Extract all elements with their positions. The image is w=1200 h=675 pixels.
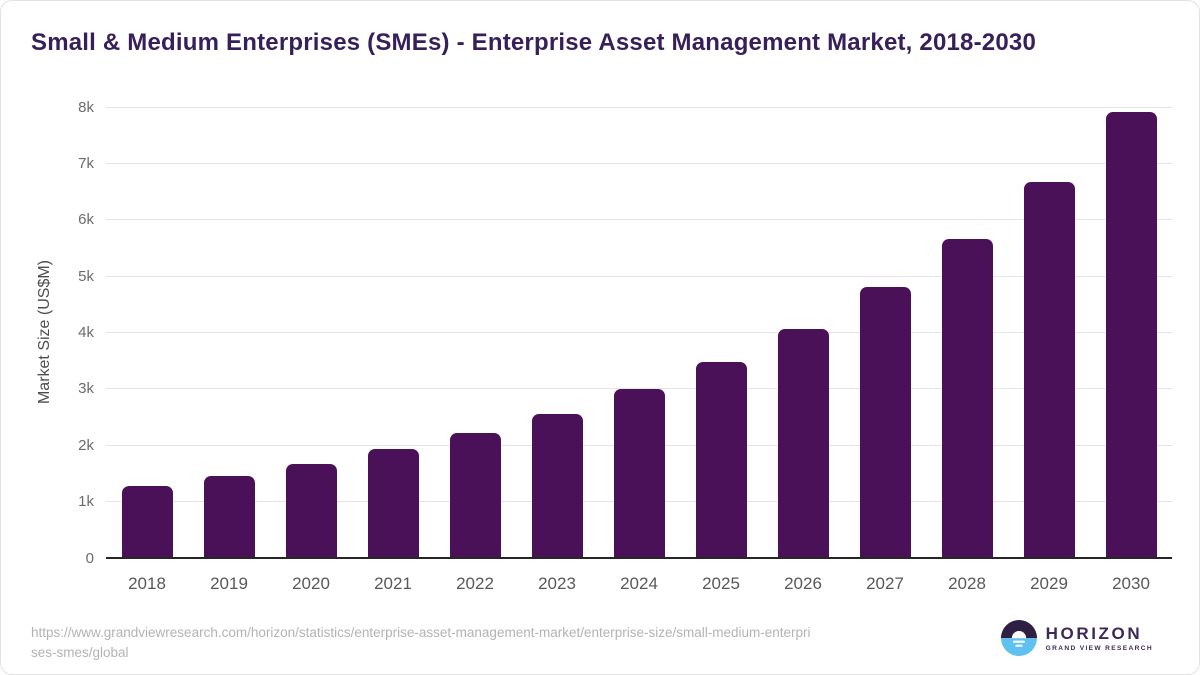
- bar-2028[interactable]: [941, 239, 993, 558]
- horizon-logo: HORIZON GRAND VIEW RESEARCH: [1000, 620, 1153, 656]
- gridline-8k: [106, 106, 1172, 108]
- y-tick-5k: 5k: [78, 267, 94, 285]
- bar-2026[interactable]: [777, 328, 829, 558]
- x-tick-2020: 2020: [292, 574, 330, 593]
- gridline-7k: [106, 162, 1172, 164]
- x-tick-2030: 2030: [1112, 574, 1150, 593]
- x-tick-2019: 2019: [210, 574, 248, 593]
- x-axis-line: [106, 557, 1172, 559]
- source-url: https://www.grandviewresearch.com/horizo…: [31, 623, 931, 663]
- y-tick-4k: 4k: [78, 324, 94, 341]
- bar-2018[interactable]: [121, 485, 173, 558]
- bar-2019[interactable]: [203, 475, 255, 558]
- y-tick-6k: 6k: [78, 211, 94, 229]
- bar-2030[interactable]: [1105, 111, 1157, 558]
- gridline-4k: [106, 332, 1172, 333]
- x-tick-2026: 2026: [784, 574, 822, 593]
- bar-2023[interactable]: [531, 413, 583, 558]
- x-tick-2027: 2027: [866, 574, 904, 593]
- bar-2025[interactable]: [695, 361, 747, 558]
- bar-2020[interactable]: [285, 464, 337, 558]
- y-tick-1k: 1k: [78, 493, 94, 511]
- x-tick-2024: 2024: [620, 574, 658, 593]
- x-tick-2021: 2021: [374, 574, 412, 593]
- bar-2021[interactable]: [367, 449, 419, 558]
- x-tick-2018: 2018: [128, 574, 166, 593]
- horizon-logo-tagline: GRAND VIEW RESEARCH: [1045, 644, 1153, 652]
- y-tick-7k: 7k: [78, 154, 94, 172]
- bar-2029[interactable]: [1023, 181, 1075, 558]
- bar-2027[interactable]: [859, 287, 911, 558]
- gridline-5k: [106, 275, 1172, 277]
- chart-title: Small & Medium Enterprises (SMEs) - Ente…: [31, 29, 1036, 56]
- y-tick-2k: 2k: [78, 436, 94, 454]
- y-tick-8k: 8k: [78, 98, 94, 116]
- x-tick-2029: 2029: [1030, 574, 1068, 593]
- y-tick-3k: 3k: [78, 380, 94, 398]
- bar-2022[interactable]: [449, 433, 501, 558]
- source-url-line-1: https://www.grandviewresearch.com/horizo…: [31, 625, 811, 640]
- y-axis-title: Market Size (US$M): [36, 259, 53, 405]
- x-tick-2023: 2023: [538, 574, 576, 593]
- x-tick-2022: 2022: [456, 574, 494, 593]
- horizon-logo-name: HORIZON: [1045, 623, 1143, 643]
- x-tick-2025: 2025: [702, 574, 740, 593]
- gridline-6k: [106, 219, 1172, 221]
- horizon-logo-text: HORIZON GRAND VIEW RESEARCH: [1045, 623, 1153, 652]
- y-tick-0: 0: [85, 549, 94, 567]
- horizon-logo-icon: [1000, 620, 1037, 656]
- x-tick-2028: 2028: [948, 574, 986, 593]
- source-url-line-2: ses-smes/global: [31, 645, 129, 660]
- bar-2024[interactable]: [613, 388, 665, 558]
